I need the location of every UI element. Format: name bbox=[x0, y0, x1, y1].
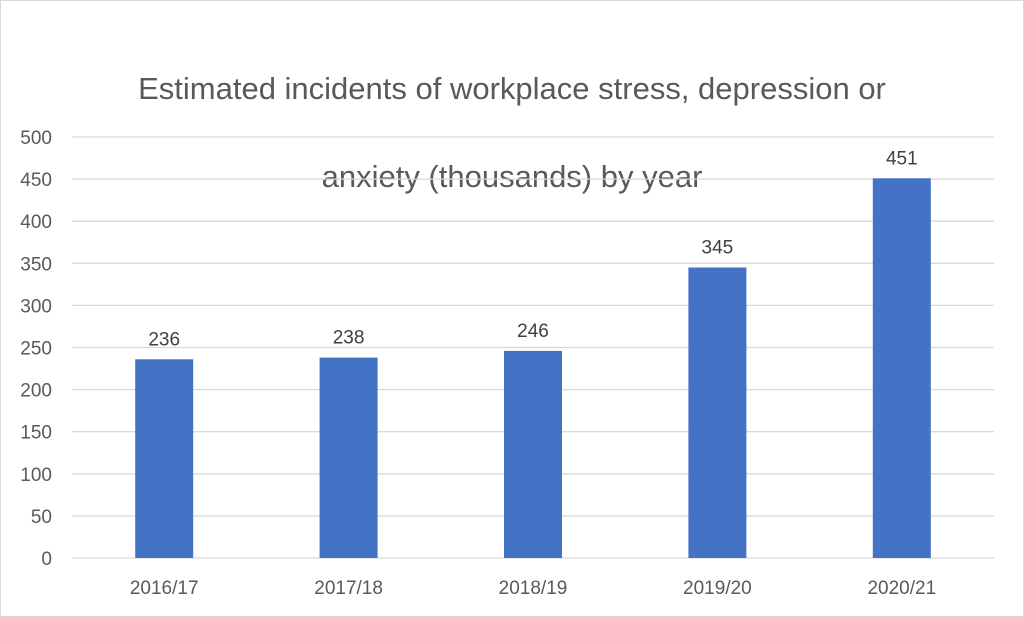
bar-2018-19 bbox=[504, 350, 562, 558]
y-tick-label: 50 bbox=[31, 507, 52, 528]
bar-2020-21 bbox=[872, 178, 931, 558]
y-tick-label: 0 bbox=[41, 549, 52, 570]
x-tick-label: 2016/17 bbox=[130, 578, 199, 599]
data-label: 238 bbox=[333, 328, 365, 349]
y-tick-label: 200 bbox=[20, 381, 52, 402]
chart-title: Estimated incidents of workplace stress,… bbox=[1, 23, 1023, 243]
y-tick-label: 350 bbox=[20, 254, 52, 275]
y-tick-label: 500 bbox=[20, 128, 52, 149]
bar-2019-20 bbox=[688, 267, 747, 558]
data-label: 451 bbox=[886, 148, 918, 169]
x-tick-label: 2020/21 bbox=[867, 578, 936, 599]
data-label: 246 bbox=[517, 321, 549, 342]
bar-2017-18 bbox=[319, 357, 378, 558]
x-tick-label: 2018/19 bbox=[499, 578, 568, 599]
data-label: 345 bbox=[702, 238, 734, 259]
x-tick-label: 2019/20 bbox=[683, 578, 752, 599]
y-tick-label: 100 bbox=[20, 465, 52, 486]
chart-title-line-1: Estimated incidents of workplace stress,… bbox=[138, 71, 886, 106]
y-tick-label: 300 bbox=[20, 296, 52, 317]
data-label: 236 bbox=[148, 329, 180, 350]
y-tick-label: 150 bbox=[20, 423, 52, 444]
y-tick-label: 250 bbox=[20, 339, 52, 360]
bar-2016-17 bbox=[135, 359, 194, 558]
y-tick-label: 400 bbox=[20, 212, 52, 233]
y-tick-label: 450 bbox=[20, 170, 52, 191]
chart-title-line-2: anxiety (thousands) by year bbox=[321, 159, 703, 194]
x-tick-label: 2017/18 bbox=[314, 578, 383, 599]
